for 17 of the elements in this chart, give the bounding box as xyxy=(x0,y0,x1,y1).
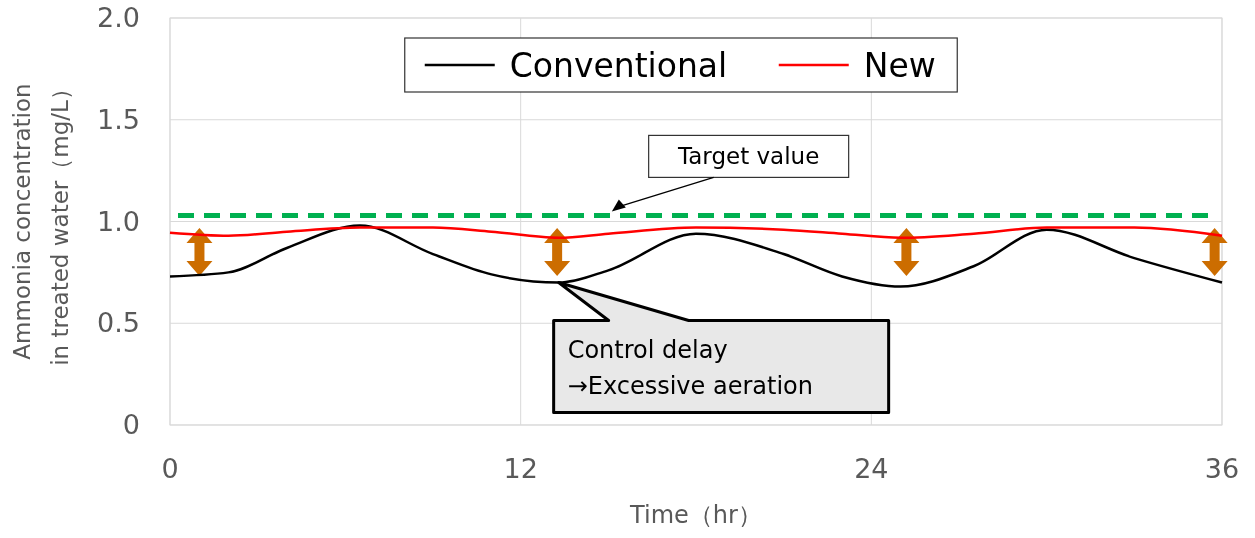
x-axis-title: Time（hr） xyxy=(629,501,762,529)
line-series xyxy=(168,224,1224,288)
annotation: Control delay →Excessive aeration xyxy=(567,335,813,400)
y-tick-label: 0 xyxy=(122,409,140,440)
y-tick-label: 2.0 xyxy=(97,2,140,33)
legend-label: Conventional xyxy=(509,46,728,85)
line-series xyxy=(168,226,1224,240)
x-tick-label: 24 xyxy=(854,453,889,484)
y-tick-label: 0.5 xyxy=(97,307,140,339)
y-tick-label: 1.5 xyxy=(97,103,140,135)
x-tick-label: 12 xyxy=(503,453,538,484)
x-tick-label: 36 xyxy=(1204,453,1240,484)
y-tick-label: 1.0 xyxy=(97,205,140,237)
y-axis-title: Ammonia concentration in treated water（mg/L） xyxy=(9,77,73,366)
ref-line-label: Target value xyxy=(677,143,820,170)
legend-label: New xyxy=(863,46,936,85)
x-tick-label: 0 xyxy=(161,453,179,484)
